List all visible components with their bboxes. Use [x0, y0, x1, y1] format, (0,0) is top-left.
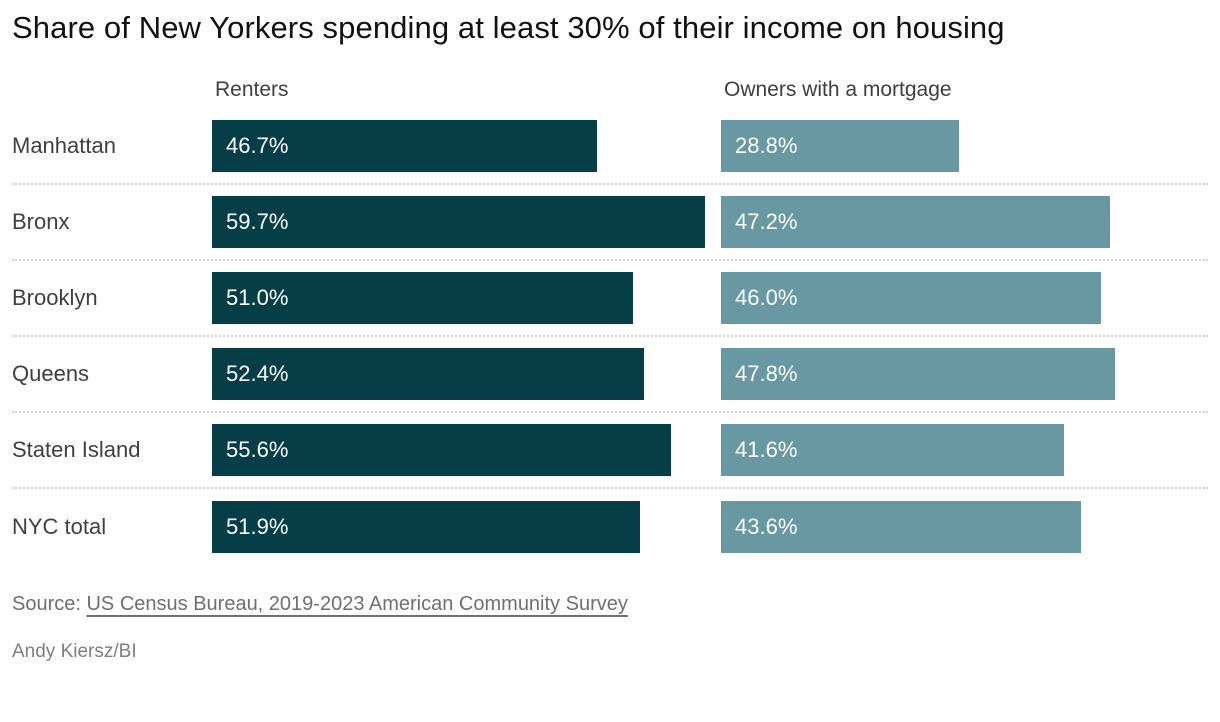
bar-cell: 47.8% [721, 347, 1208, 400]
renters-bar: 52.4% [212, 347, 644, 400]
owners-bar: 28.8% [721, 119, 959, 172]
renters-bar: 59.7% [212, 195, 705, 248]
bar-cell: 43.6% [721, 500, 1208, 553]
bar-value-label: 41.6% [735, 436, 798, 462]
bar-cell: 46.7% [212, 119, 721, 172]
chart-title: Share of New Yorkers spending at least 3… [12, 10, 1005, 45]
bar-cell: 52.4% [212, 347, 721, 400]
chart-row: Staten Island 55.6% 41.6% [12, 413, 1208, 489]
bar-value-label: 43.6% [735, 513, 798, 539]
bar-value-label: 55.6% [226, 436, 289, 462]
chart-footer: Source: US Census Bureau, 2019-2023 Amer… [12, 593, 1208, 663]
bar-value-label: 51.9% [226, 513, 289, 539]
bar-value-label: 46.7% [226, 132, 289, 158]
row-label: Manhattan [12, 132, 116, 158]
byline: Andy Kiersz/BI [12, 640, 137, 662]
bar-cell: 59.7% [212, 195, 721, 248]
bar-value-label: 51.0% [226, 284, 289, 310]
source-link[interactable]: US Census Bureau, 2019-2023 American Com… [86, 592, 628, 615]
bar-value-label: 59.7% [226, 208, 289, 234]
bar-value-label: 52.4% [226, 360, 289, 386]
chart-row: Manhattan 46.7% 28.8% [12, 109, 1208, 185]
chart-rows: Manhattan 46.7% 28.8% Bronx 59.7% 47.2% Brookl… [12, 109, 1208, 565]
bar-cell: 28.8% [721, 119, 1208, 172]
row-label: Staten Island [12, 436, 141, 462]
series-header-owners: Owners with a mortgage [724, 77, 952, 101]
bar-value-label: 28.8% [735, 132, 798, 158]
bar-cell: 55.6% [212, 423, 721, 476]
row-label: Queens [12, 360, 90, 386]
owners-bar: 47.2% [721, 195, 1110, 248]
row-label: NYC total [12, 513, 107, 539]
bar-cell: 51.0% [212, 271, 721, 324]
chart-row: Bronx 59.7% 47.2% [12, 185, 1208, 261]
series-header-renters: Renters [215, 77, 289, 101]
bar-cell: 51.9% [212, 500, 721, 553]
bar-cell: 47.2% [721, 195, 1208, 248]
owners-bar: 47.8% [721, 347, 1115, 400]
bar-cell: 41.6% [721, 423, 1208, 476]
source-prefix: Source: [12, 592, 87, 615]
bar-value-label: 46.0% [735, 284, 798, 310]
owners-bar: 41.6% [721, 423, 1064, 476]
chart-row: NYC total 51.9% 43.6% [12, 489, 1208, 565]
bar-value-label: 47.8% [735, 360, 798, 386]
bar-value-label: 47.2% [735, 208, 798, 234]
chart-page: Share of New Yorkers spending at least 3… [12, 10, 1208, 663]
row-label: Brooklyn [12, 284, 98, 310]
column-headers: Renters Owners with a mortgage [12, 77, 1208, 103]
owners-bar: 46.0% [721, 271, 1101, 324]
renters-bar: 51.0% [212, 271, 633, 324]
renters-bar: 51.9% [212, 500, 640, 553]
bar-cell: 46.0% [721, 271, 1208, 324]
owners-bar: 43.6% [721, 500, 1081, 553]
row-label: Bronx [12, 208, 70, 234]
renters-bar: 46.7% [212, 119, 597, 172]
chart-row: Brooklyn 51.0% 46.0% [12, 261, 1208, 337]
source-line: Source: US Census Bureau, 2019-2023 Amer… [12, 593, 1208, 616]
renters-bar: 55.6% [212, 423, 671, 476]
chart-row: Queens 52.4% 47.8% [12, 337, 1208, 413]
